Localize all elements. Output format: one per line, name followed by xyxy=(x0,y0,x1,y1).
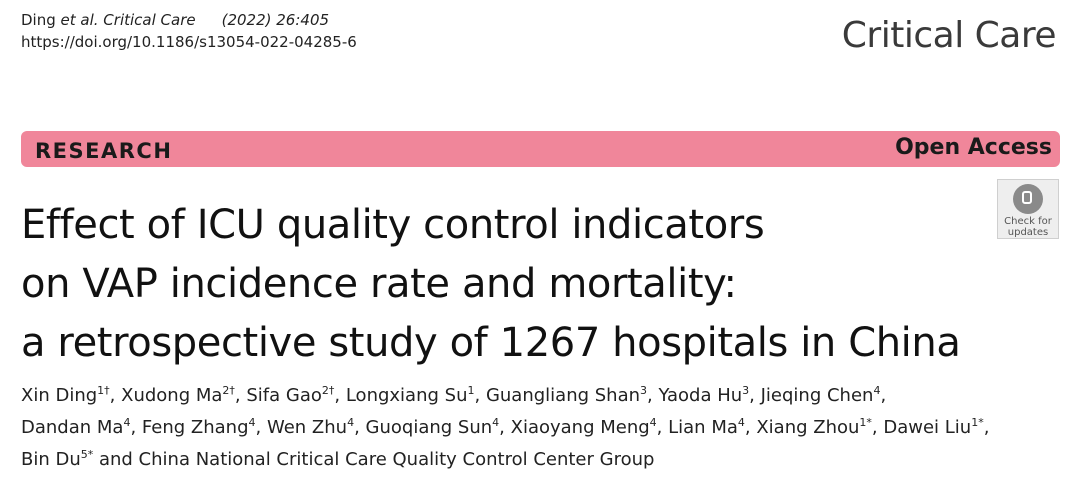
author-separator: , xyxy=(880,385,887,406)
author-separator: , xyxy=(983,417,990,438)
author-affiliation: 4 xyxy=(347,416,355,429)
badge-label: Check for updates xyxy=(998,216,1058,238)
article-type-banner: RESEARCH Open Access xyxy=(21,131,1060,167)
author-separator: , xyxy=(234,385,247,406)
author-name[interactable]: Sifa Gao xyxy=(246,385,322,406)
author-separator: , xyxy=(109,385,122,406)
title-line-3: a retrospective study of 1267 hospitals … xyxy=(21,320,961,366)
citation-author: Ding xyxy=(21,11,56,29)
author-name[interactable]: Dawei Liu xyxy=(883,417,972,438)
doi-link[interactable]: https://doi.org/10.1186/s13054-022-04285… xyxy=(21,33,357,51)
author-separator: , xyxy=(130,417,142,438)
check-for-updates-button[interactable]: Check for updates xyxy=(997,179,1059,239)
author-affiliation: 4 xyxy=(123,416,131,429)
author-separator: , xyxy=(871,417,884,438)
author-list: Xin Ding1†, Xudong Ma2†, Sifa Gao2†, Lon… xyxy=(21,380,1061,476)
author-name[interactable]: Jieqing Chen xyxy=(760,385,874,406)
author-name[interactable]: Bin Du xyxy=(21,449,81,470)
author-affiliation: 2† xyxy=(222,384,235,397)
author-affiliation: 3 xyxy=(640,384,648,397)
author-name[interactable]: Xin Ding xyxy=(21,385,98,406)
journal-logo: Critical Care xyxy=(841,15,1057,56)
author-affiliation: 4 xyxy=(737,416,745,429)
author-name[interactable]: Xiaoyang Meng xyxy=(510,417,650,438)
author-affiliation: 1 xyxy=(467,384,475,397)
author-affiliation: 1* xyxy=(971,416,984,429)
author-separator: , xyxy=(656,417,669,438)
author-name[interactable]: Guangliang Shan xyxy=(485,385,641,406)
open-access-label: Open Access xyxy=(895,135,1052,160)
author-line-1: Xin Ding1†, Xudong Ma2†, Sifa Gao2†, Lon… xyxy=(21,380,1061,412)
author-affiliation: 4 xyxy=(649,416,657,429)
author-name[interactable]: Yaoda Hu xyxy=(658,385,743,406)
author-affiliation: 3 xyxy=(742,384,750,397)
author-separator: , xyxy=(334,385,346,406)
author-line-3: Bin Du5* and China National Critical Car… xyxy=(21,444,1061,476)
title-line-2: on VAP incidence rate and mortality: xyxy=(21,261,737,307)
author-separator: , xyxy=(499,417,511,438)
article-type-label: RESEARCH xyxy=(35,139,173,163)
author-affiliation: 5* xyxy=(80,448,94,461)
author-line-2: Dandan Ma4, Feng Zhang4, Wen Zhu4, Guoqi… xyxy=(21,412,1061,444)
article-title: Effect of ICU quality control indicators… xyxy=(21,196,981,373)
author-separator: , xyxy=(749,385,761,406)
author-name[interactable]: Guoqiang Sun xyxy=(365,417,493,438)
author-name[interactable]: Xudong Ma xyxy=(121,385,223,406)
title-line-1: Effect of ICU quality control indicators xyxy=(21,202,765,248)
author-affiliation: 4 xyxy=(873,384,881,397)
author-name[interactable]: Wen Zhu xyxy=(266,417,348,438)
author-affiliation: 4 xyxy=(492,416,500,429)
citation-header: Ding et al. Critical Care (2022) 26:405 h… xyxy=(21,9,357,53)
author-affiliation: 1* xyxy=(859,416,872,429)
author-separator: , xyxy=(744,417,757,438)
author-group: and China National Critical Care Quality… xyxy=(93,449,655,470)
author-affiliation: 4 xyxy=(248,416,256,429)
author-affiliation: 1† xyxy=(97,384,110,397)
author-separator: , xyxy=(255,417,267,438)
author-separator: , xyxy=(647,385,659,406)
author-name[interactable]: Feng Zhang xyxy=(141,417,249,438)
badge-label-line1: Check for xyxy=(1004,216,1052,227)
citation-volume: (2022) 26:405 xyxy=(221,11,330,29)
author-name[interactable]: Xiang Zhou xyxy=(756,417,860,438)
author-separator: , xyxy=(354,417,366,438)
citation-journal: et al. Critical Care xyxy=(60,11,196,29)
author-affiliation: 2† xyxy=(321,384,335,397)
author-name[interactable]: Longxiang Su xyxy=(345,385,468,406)
author-name[interactable]: Dandan Ma xyxy=(21,417,124,438)
author-separator: , xyxy=(474,385,486,406)
citation-line: Ding et al. Critical Care (2022) 26:405 xyxy=(21,9,357,31)
badge-label-line2: updates xyxy=(1007,227,1049,238)
author-name[interactable]: Lian Ma xyxy=(668,417,738,438)
check-for-updates-icon xyxy=(1013,184,1043,214)
